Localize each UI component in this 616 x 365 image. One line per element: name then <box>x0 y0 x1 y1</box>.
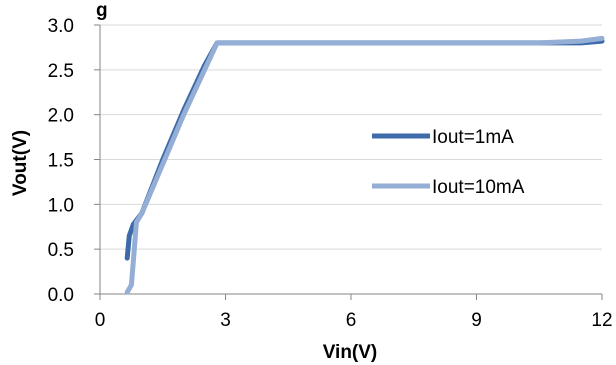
x-tick-labels: 0 3 6 9 12 <box>95 310 613 331</box>
y-tick-label: 1.0 <box>48 195 74 216</box>
x-tick-label: 9 <box>471 310 482 331</box>
chart-title: g <box>96 0 108 21</box>
y-axis-title: Vout(V) <box>10 130 31 196</box>
y-tick-label: 2.5 <box>48 61 74 82</box>
x-tick-label: 3 <box>220 310 231 331</box>
x-axis-title: Vin(V) <box>323 342 378 363</box>
y-tick-label: 2.0 <box>48 106 74 127</box>
series-lines <box>124 35 605 295</box>
y-tick-label: 3.0 <box>48 16 74 37</box>
series-line-0 <box>124 38 605 261</box>
legend-label-1: Iout=10mA <box>432 177 525 198</box>
y-tick-label: 1.5 <box>48 151 74 172</box>
y-tick-labels: 0.0 0.5 1.0 1.5 2.0 2.5 3.0 <box>48 16 74 306</box>
x-tick-label: 6 <box>346 310 357 331</box>
x-tick-label: 0 <box>95 310 106 331</box>
x-tick-label: 12 <box>591 310 612 331</box>
series-line-1 <box>124 35 605 295</box>
axes <box>94 24 603 300</box>
y-tick-label: 0.0 <box>48 285 74 306</box>
legend: Iout=1mA Iout=10mA <box>372 127 525 198</box>
legend-label-0: Iout=1mA <box>432 127 514 148</box>
y-tick-label: 0.5 <box>48 240 74 261</box>
